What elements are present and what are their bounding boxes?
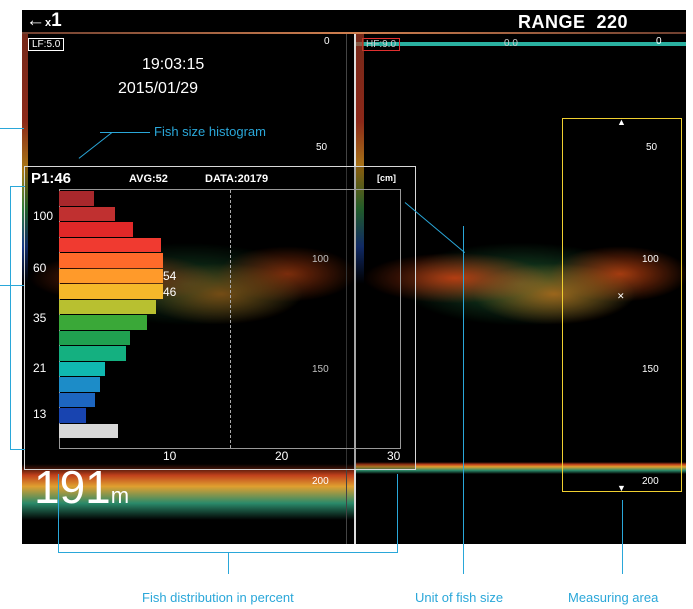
measure-bottom-marker-icon: ▼ (617, 483, 626, 493)
mode-sub: x (45, 17, 52, 29)
histogram-bar (59, 268, 164, 283)
histogram-bar (59, 315, 148, 330)
measuring-leader (622, 500, 623, 574)
lf-depth-tick-50: 50 (316, 142, 328, 153)
measuring-area-box[interactable]: ▲ ✕ ▼ (562, 117, 682, 493)
x-label-10: 10 (163, 449, 177, 463)
histogram-bar (59, 346, 126, 361)
callout-unit: Unit of fish size (415, 590, 504, 605)
y-label-100: 100 (33, 209, 54, 223)
histogram-bar (59, 423, 118, 438)
callout-measuring: Measuring area (568, 590, 659, 605)
histogram-peak-label: P1:46 (31, 170, 72, 187)
hf-depth-tick-100: 100 (642, 254, 659, 265)
echo-display: ←x1 RANGE 220 LF:5.0 19:03:15 2015/01/29… (22, 10, 686, 544)
histogram-bar (59, 299, 157, 314)
lf-depth-tick-100: 100 (312, 254, 329, 265)
lf-depth-tick-150: 150 (312, 364, 329, 375)
hf-depth-tick-0: 0 (656, 36, 662, 47)
hf-frequency-tag: HF:9.0 (362, 38, 401, 51)
hf-pane: HF:9.0 0.0 0 50 100 150 200 (356, 34, 686, 544)
hf-fish-echo (356, 194, 686, 394)
back-arrow-icon: ← (26, 10, 45, 31)
pane-divider (354, 34, 356, 544)
lf-seabed-echo (22, 464, 354, 520)
lf-depth-tick-200: 200 (312, 476, 329, 487)
histogram-bar (59, 408, 87, 423)
lf-depth-tick-0: 0 (324, 36, 330, 47)
histogram-bar (59, 377, 100, 392)
range-label: RANGE (518, 12, 586, 32)
histogram-bar (59, 330, 131, 345)
depth-value: 191 (34, 461, 111, 513)
callout-distribution: Fish distribution in percent (142, 590, 294, 605)
histogram-data-count: DATA:20179 (205, 173, 269, 185)
hf-zero-label: 0.0 (504, 38, 518, 49)
depth-unit: m (110, 483, 130, 508)
histogram-bar (59, 237, 161, 252)
zoom-mode-indicator[interactable]: ←x1 (26, 10, 62, 32)
fish-size-histogram-panel: P1:46 AVG:52 DATA:20179 [cm] 100 60 35 2… (24, 166, 416, 470)
hf-surface-line (356, 42, 686, 46)
lf-frequency-tag: LF:5.0 (28, 38, 65, 51)
histogram-bar (59, 392, 96, 407)
bar-value-label-46: 46 (163, 285, 177, 299)
histogram-bar (59, 361, 106, 376)
x-label-30: 30 (387, 449, 401, 463)
callout-histogram: Fish size histogram (154, 124, 266, 139)
histogram-bar (59, 191, 95, 206)
bar-value-label-54: 54 (163, 269, 177, 283)
y-axis-bracket (10, 186, 25, 450)
histogram-bar (59, 206, 115, 221)
callout-leader-left-mid (0, 285, 24, 286)
measure-top-marker-icon: ▲ (617, 117, 626, 127)
range-value: 220 (596, 12, 629, 32)
histogram-bars (59, 189, 399, 447)
y-label-60: 60 (33, 261, 47, 275)
hf-depth-tick-200: 200 (642, 476, 659, 487)
mode-value: 1 (51, 10, 62, 31)
distribution-leader (228, 552, 229, 574)
callout-histogram-line (100, 132, 150, 133)
distribution-bracket (58, 474, 398, 553)
hf-seabed-echo (356, 462, 686, 474)
clock-date: 2015/01/29 (118, 80, 199, 97)
hf-color-bar (356, 34, 364, 284)
y-label-21: 21 (33, 361, 47, 375)
x-label-20: 20 (275, 449, 289, 463)
y-label-35: 35 (33, 311, 47, 325)
histogram-avg-line (230, 190, 231, 448)
top-divider (22, 32, 686, 34)
histogram-bar (59, 284, 164, 299)
hf-depth-tick-150: 150 (642, 364, 659, 375)
callout-leader-left-top (0, 128, 24, 129)
lf-scale-line (346, 34, 347, 544)
clock-time: 19:03:15 (142, 56, 205, 73)
depth-readout: 191m (34, 464, 129, 519)
measure-center-marker-icon: ✕ (617, 291, 625, 301)
histogram-avg-label: AVG:52 (129, 173, 168, 185)
unit-leader (463, 226, 464, 574)
hf-depth-tick-50: 50 (646, 142, 658, 153)
y-label-13: 13 (33, 407, 47, 421)
histogram-bar (59, 222, 133, 237)
histogram-bar (59, 253, 164, 268)
range-readout[interactable]: RANGE 220 (518, 12, 628, 33)
fish-size-unit-label: [cm] (377, 173, 397, 183)
top-bar: ←x1 RANGE 220 (22, 10, 686, 34)
lf-color-bar (22, 34, 28, 284)
